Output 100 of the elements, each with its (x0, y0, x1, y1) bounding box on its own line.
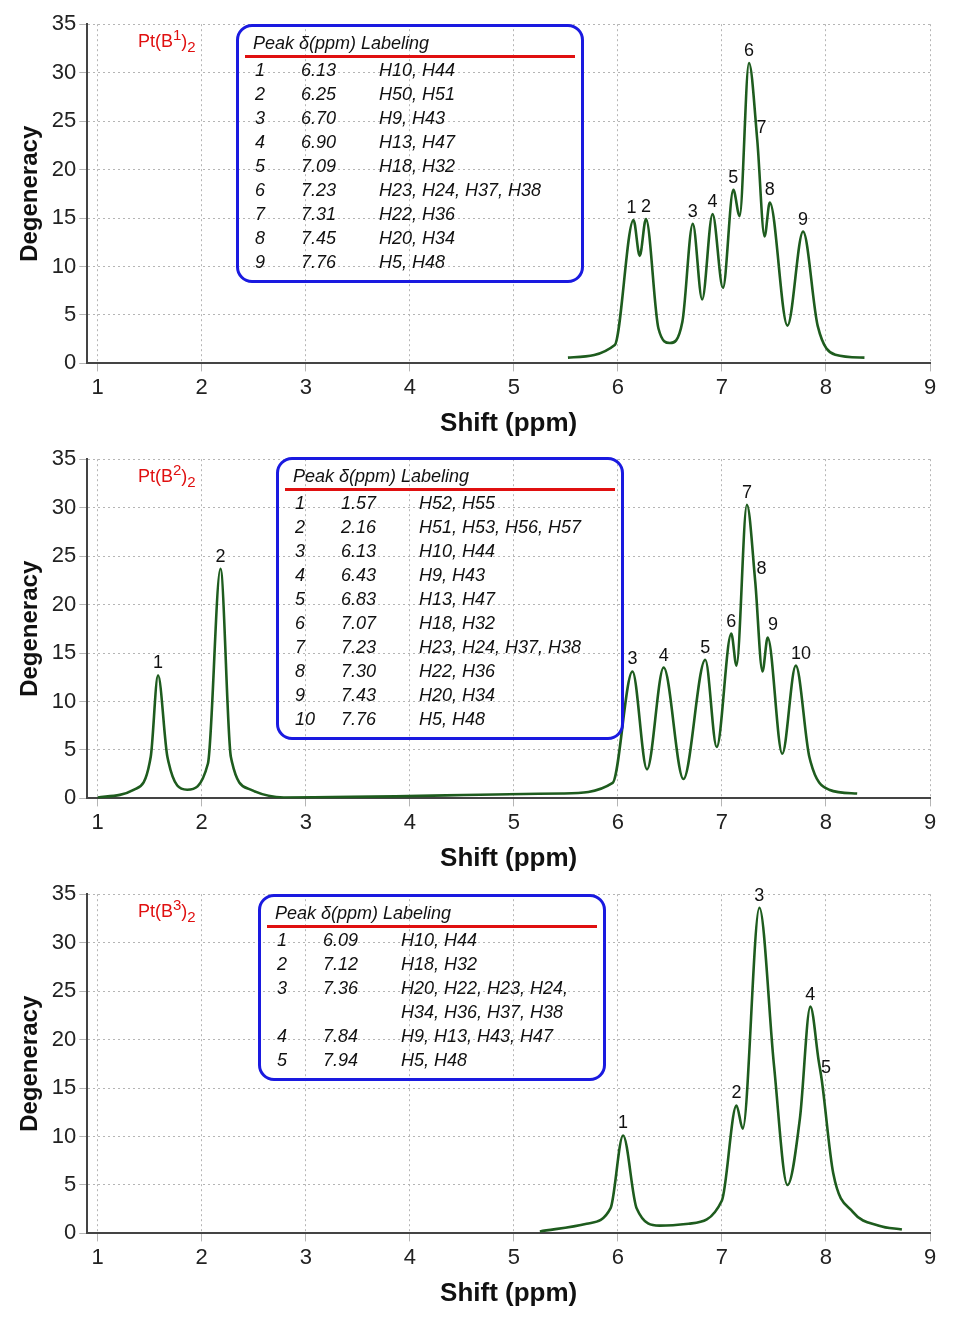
annotation: 8 (764, 179, 775, 200)
y-tick-label: 30 (51, 493, 77, 519)
x-tick-label: 3 (299, 1243, 312, 1269)
annotation: 2 (640, 195, 651, 216)
text: 1 6.09 H10, H44 (277, 930, 478, 950)
text: 5 7.09 H18, H32 (255, 156, 456, 176)
annotation: 5 (820, 1057, 831, 1078)
x-tick-label: 8 (819, 373, 833, 399)
annotation: 4 (707, 191, 718, 212)
text: 5 6.83 H13, H47 (295, 589, 496, 609)
x-tick-label: 2 (195, 808, 208, 834)
text: 4 6.90 H13, H47 (255, 132, 456, 152)
text: 9 7.43 H20, H34 (295, 685, 496, 705)
annotation: Peak δ(ppm) Labeling (267, 901, 598, 927)
y-tick-label: 10 (51, 252, 77, 278)
text: 7 7.31 H22, H36 (255, 204, 456, 224)
y-tick-label: 25 (51, 542, 77, 568)
y-tick-label: 25 (51, 107, 77, 133)
x-tick-label: 8 (819, 1243, 833, 1269)
x-tick-label: 2 (195, 1243, 208, 1269)
x-tick-label: 9 (923, 373, 937, 399)
text: 7 7.23 H23, H24, H37, H38 (295, 637, 582, 657)
text: 2 6.25 H50, H51 (255, 84, 456, 104)
x-axis-title: Shift (ppm) (440, 406, 578, 437)
annotation: Peak δ(ppm) Labeling (285, 464, 616, 490)
chart-title: Pt(B$^{2}$)$_{2}$ (138, 461, 196, 490)
text: 5 7.94 H5, H48 (277, 1050, 468, 1070)
x-tick-label: 4 (403, 1243, 416, 1269)
text: 2 7.12 H18, H32 (277, 954, 478, 974)
text: 3 6.13 H10, H44 (295, 541, 496, 561)
y-tick-label: 35 (51, 445, 77, 471)
y-tick-label: 20 (51, 155, 77, 181)
text: 6 7.07 H18, H32 (295, 613, 496, 633)
annotation: 3 (754, 884, 765, 905)
line-series (566, 61, 866, 359)
text: 4 7.84 H9, H13, H43, H47 (277, 1026, 554, 1046)
y-tick-label: 5 (64, 301, 77, 327)
annotation: 3 (627, 648, 638, 669)
y-axis-title: Degeneracy (15, 995, 43, 1132)
text: 3 6.70 H9, H43 (255, 108, 446, 128)
x-tick-label: 4 (403, 373, 416, 399)
annotation: 5 (728, 166, 739, 187)
y-tick-label: 20 (51, 1025, 77, 1051)
x-tick-label: 7 (715, 373, 729, 399)
x-tick-label: 9 (923, 1243, 937, 1269)
chart-title: Pt(B$^{1}$)$_{2}$ (138, 26, 196, 55)
annotation: 9 (798, 208, 809, 229)
x-tick-label: 5 (507, 1243, 520, 1269)
y-tick-label: 35 (51, 10, 77, 36)
text: 2 2.16 H51, H53, H56, H57 (295, 517, 582, 537)
annotation: 6 (726, 610, 737, 631)
y-tick-label: 0 (64, 1219, 77, 1245)
text: 3 7.36 H20, H22, H23, H24, H34, H36, H37, H38 (277, 978, 569, 1022)
annotation: 4 (658, 644, 669, 665)
annotation: 1 (618, 1112, 629, 1133)
y-tick-label: 5 (64, 736, 77, 762)
chart-title: Pt(B$^{3}$)$_{2}$ (138, 896, 196, 925)
annotation: 2 (215, 545, 226, 566)
x-axis-title: Shift (ppm) (440, 841, 578, 872)
annotation: 4 (805, 983, 816, 1004)
annotation: 10 (790, 642, 812, 663)
x-tick-label: 5 (507, 808, 520, 834)
text: 1 1.57 H52, H55 (295, 493, 496, 513)
y-tick-label: 0 (64, 349, 77, 375)
text: 10 7.76 H5, H48 (295, 709, 486, 729)
x-tick-label: 7 (715, 808, 729, 834)
text: 4 6.43 H9, H43 (295, 565, 486, 585)
text: 8 7.30 H22, H36 (295, 661, 496, 681)
x-tick-label: 9 (923, 808, 937, 834)
y-tick-label: 15 (51, 204, 77, 230)
x-tick-label: 2 (195, 373, 208, 399)
text: 1 6.13 H10, H44 (255, 60, 456, 80)
y-tick-label: 35 (51, 880, 77, 906)
x-tick-label: 3 (299, 373, 312, 399)
x-tick-label: 6 (611, 808, 624, 834)
x-tick-label: 4 (403, 808, 416, 834)
annotation: 9 (767, 614, 778, 635)
x-tick-label: 3 (299, 808, 312, 834)
annotation: Peak δ(ppm) Labeling (245, 31, 576, 57)
y-tick-label: 20 (51, 590, 77, 616)
x-tick-label: 1 (91, 373, 104, 399)
annotation: 8 (756, 558, 767, 579)
annotation: 1 (153, 652, 164, 673)
y-tick-label: 15 (51, 1074, 77, 1100)
x-tick-label: 5 (507, 373, 520, 399)
y-tick-label: 30 (51, 928, 77, 954)
y-tick-label: 10 (51, 687, 77, 713)
x-tick-label: 7 (715, 1243, 729, 1269)
annotation: 3 (687, 200, 698, 221)
x-tick-label: 1 (91, 1243, 104, 1269)
text: 6 7.23 H23, H24, H37, H38 (255, 180, 542, 200)
annotation: 2 (731, 1082, 742, 1103)
x-axis-title: Shift (ppm) (440, 1276, 578, 1307)
x-tick-label: 8 (819, 808, 833, 834)
y-tick-label: 30 (51, 58, 77, 84)
text: 9 7.76 H5, H48 (255, 252, 446, 272)
annotation: 7 (741, 481, 752, 502)
x-tick-label: 6 (611, 373, 624, 399)
y-tick-label: 25 (51, 977, 77, 1003)
y-axis-title: Degeneracy (15, 560, 43, 697)
